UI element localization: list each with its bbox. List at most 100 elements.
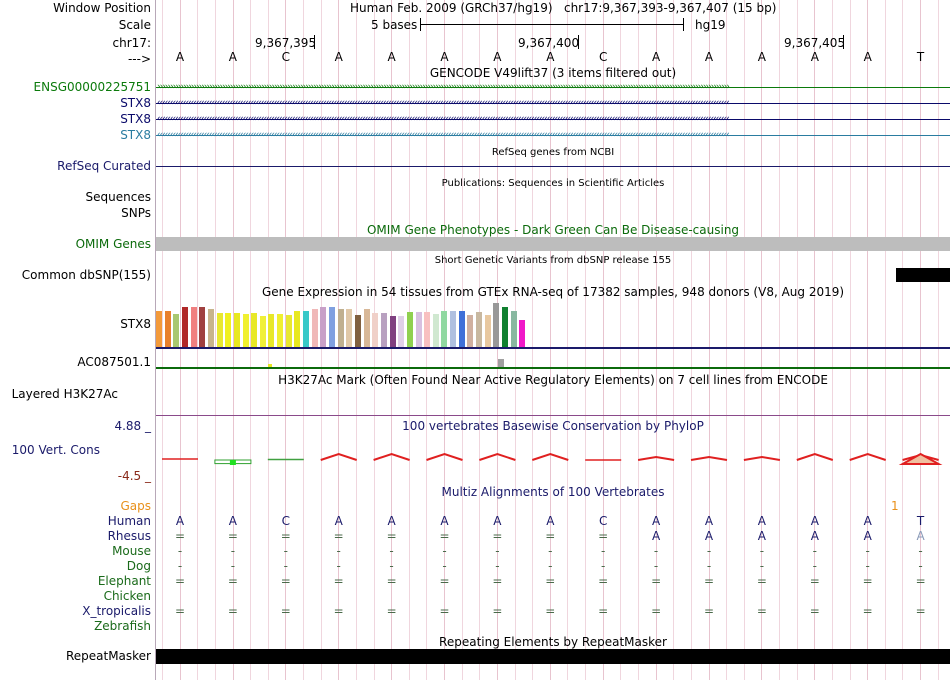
track-label-stx8-1[interactable]: STX8 (120, 96, 151, 110)
alignment-base: A (175, 514, 185, 528)
gtex-tissue-bar[interactable] (398, 316, 405, 347)
gtex-tissue-bar[interactable] (476, 312, 483, 347)
gencode-line-stx8-1 (156, 103, 950, 104)
gtex-tissue-bar[interactable] (207, 309, 214, 347)
track-label-gtex[interactable]: STX8 (120, 317, 151, 331)
alignment-base: = (174, 574, 186, 588)
gtex-tissue-bar[interactable] (424, 312, 431, 347)
dbsnp-variant[interactable] (896, 268, 950, 282)
gtex-tissue-bar[interactable] (450, 311, 457, 347)
ac087501-expression-bar (498, 359, 504, 367)
gtex-tissue-bar[interactable] (363, 309, 370, 347)
gtex-tissue-bar[interactable] (216, 313, 223, 347)
gtex-tissue-bar[interactable] (467, 315, 474, 347)
ac087501-expression-bar-small (268, 364, 272, 367)
gtex-tissue-bar[interactable] (493, 303, 500, 347)
scale-value: 5 bases (371, 18, 418, 32)
gaps-marker[interactable]: 1 (891, 499, 899, 513)
gtex-tissue-bar[interactable] (406, 312, 413, 347)
alignment-base: - (336, 559, 341, 573)
gtex-tissue-bar[interactable] (389, 316, 396, 347)
gtex-tissue-bar[interactable] (519, 320, 526, 347)
gtex-tissue-bar[interactable] (320, 307, 327, 347)
window-position-value: chr17:9,367,393-9,367,407 (15 bp) (563, 1, 777, 15)
alignment-base: = (756, 604, 767, 618)
track-label-refseq[interactable]: RefSeq Curated (57, 159, 151, 173)
ac087501-gene-line[interactable] (156, 367, 950, 369)
alignment-base: = (809, 604, 820, 618)
alignment-base: = (862, 574, 873, 588)
gtex-tissue-bar[interactable] (173, 314, 180, 347)
track-label-repeatmasker[interactable]: RepeatMasker (65, 649, 151, 663)
gtex-tissue-bar[interactable] (268, 314, 275, 347)
repeatmasker-feature-bar[interactable] (156, 649, 950, 664)
species-label-human[interactable]: Human (107, 514, 151, 528)
gtex-tissue-bar[interactable] (181, 307, 188, 347)
species-label-elephant[interactable]: Elephant (97, 574, 151, 588)
gtex-tissue-bar[interactable] (303, 311, 310, 347)
track-label-phylop[interactable]: 100 Vert. Cons (11, 443, 100, 457)
gtex-tissue-bar[interactable] (225, 313, 232, 347)
scale-bar-left-tick (420, 18, 421, 31)
track-label-ensg[interactable]: ENSG00000225751 (33, 80, 151, 94)
alignment-base: = (809, 574, 820, 588)
gtex-tissue-bar[interactable] (233, 313, 240, 347)
gtex-tissue-bar[interactable] (354, 315, 361, 347)
assembly-title: Human Feb. 2009 (GRCh37/hg19) chr17:9,36… (350, 1, 776, 15)
species-label-zebrafish[interactable]: Zebrafish (94, 619, 151, 633)
phylop-wiggle[interactable] (156, 434, 950, 480)
track-label-gaps[interactable]: Gaps (120, 499, 151, 513)
gtex-tissue-bar[interactable] (164, 311, 171, 347)
gtex-tissue-bar[interactable] (251, 313, 258, 347)
gtex-tissue-bar[interactable] (156, 311, 162, 347)
gtex-tissue-bar[interactable] (190, 307, 197, 347)
gtex-tissue-bar[interactable] (277, 314, 284, 347)
species-label-chicken[interactable]: Chicken (103, 589, 151, 603)
alignment-base: = (386, 574, 397, 588)
chrom-label: chr17: (112, 36, 151, 50)
alignment-base: = (545, 529, 556, 543)
track-label-omim[interactable]: OMIM Genes (75, 237, 151, 251)
gtex-tissue-bar[interactable] (502, 307, 508, 347)
track-label-h3k27ac[interactable]: Layered H3K27Ac (11, 387, 118, 401)
species-label-mouse[interactable]: Mouse (112, 544, 151, 558)
alignment-base: - (442, 544, 447, 558)
gtex-tissue-bar[interactable] (199, 307, 206, 347)
gtex-tissue-bar[interactable] (380, 313, 387, 347)
gtex-tissue-bar[interactable] (372, 313, 379, 347)
gtex-tissue-bar[interactable] (458, 311, 465, 347)
gtex-bar-chart[interactable] (156, 299, 950, 347)
refseq-feature-line[interactable] (156, 166, 950, 167)
gtex-tissue-bar[interactable] (311, 309, 318, 347)
gtex-tissue-bar[interactable] (346, 309, 353, 347)
omim-feature-bar[interactable] (156, 237, 950, 251)
track-label-snps[interactable]: SNPs (121, 206, 151, 220)
gtex-tissue-bar[interactable] (337, 309, 344, 347)
species-label-xtropicalis[interactable]: X_tropicalis (82, 604, 151, 618)
gtex-tissue-bar[interactable] (510, 311, 517, 347)
gtex-tissue-bar[interactable] (242, 314, 249, 347)
phylop-min-label: -4.5 _ (117, 469, 151, 483)
gtex-tissue-bar[interactable] (432, 314, 439, 347)
gtex-tissue-bar[interactable] (285, 315, 292, 347)
alignment-base: = (386, 529, 397, 543)
alignment-base: = (703, 604, 715, 618)
gtex-tissue-bar[interactable] (294, 311, 301, 347)
track-label-stx8-3[interactable]: STX8 (120, 128, 151, 142)
gtex-tissue-bar[interactable] (415, 312, 422, 347)
alignment-base: = (439, 574, 450, 588)
track-label-sequences[interactable]: Sequences (85, 190, 151, 204)
track-label-ac087501[interactable]: AC087501.1 (77, 355, 151, 369)
gtex-tissue-bar[interactable] (441, 311, 448, 347)
scale-bar-right-tick (683, 18, 684, 31)
alignment-base: - (548, 544, 553, 558)
alignment-base: A (651, 529, 661, 543)
track-label-stx8-2[interactable]: STX8 (120, 112, 151, 126)
gtex-tissue-bar[interactable] (484, 315, 491, 347)
phylop-peak (373, 452, 410, 461)
species-label-dog[interactable]: Dog (126, 559, 151, 573)
gtex-tissue-bar[interactable] (259, 316, 266, 347)
track-label-dbsnp[interactable]: Common dbSNP(155) (21, 268, 151, 282)
species-label-rhesus[interactable]: Rhesus (107, 529, 151, 543)
gtex-tissue-bar[interactable] (329, 307, 335, 347)
